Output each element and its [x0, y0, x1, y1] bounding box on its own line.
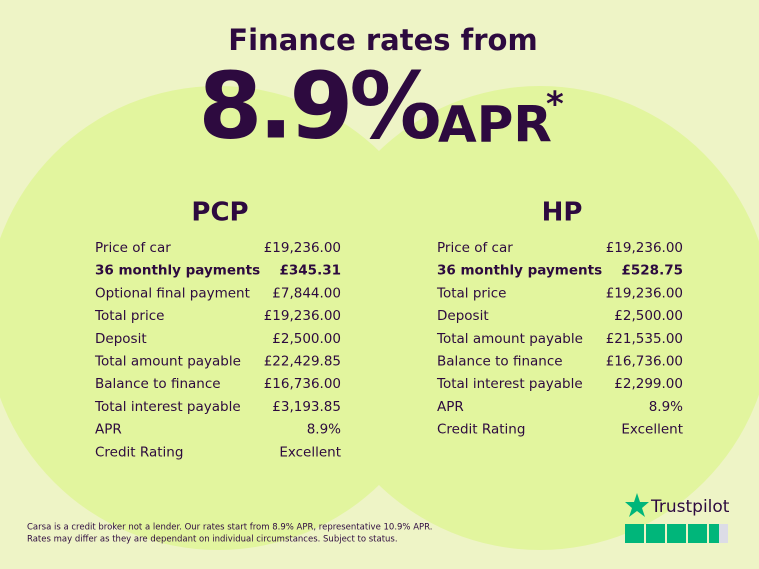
row-value: £22,429.85 [264, 354, 341, 370]
row-value: £19,236.00 [606, 240, 683, 256]
row-label: Price of car [437, 240, 513, 256]
row-label: APR [437, 399, 464, 415]
trustpilot-star [625, 493, 649, 517]
trustpilot-name: Trustpilot [650, 497, 730, 517]
row-value: £2,299.00 [614, 376, 683, 392]
star-box [667, 524, 686, 543]
row-label: Total interest payable [436, 376, 583, 392]
table-title: PCP [191, 198, 248, 228]
row-label: Credit Rating [95, 444, 183, 460]
row-value: Excellent [621, 422, 683, 438]
row-label: Total price [94, 308, 164, 324]
disclaimer: Carsa is a credit broker not a lender. O… [27, 523, 432, 533]
row-label: Total amount payable [94, 354, 241, 370]
row-label: Total price [436, 285, 506, 301]
row-value: £2,500.00 [272, 331, 341, 347]
asterisk: * [546, 85, 564, 125]
row-value: £19,236.00 [264, 240, 341, 256]
row-label: Deposit [437, 308, 489, 324]
row-label: Balance to finance [95, 376, 221, 392]
row-label: Price of car [95, 240, 171, 256]
star-box [688, 524, 707, 543]
row-value: £16,736.00 [606, 354, 683, 370]
row-label: APR [95, 422, 122, 438]
row-value: 8.9% [649, 399, 683, 415]
row-label: Credit Rating [437, 422, 525, 438]
row-value: £3,193.85 [272, 399, 341, 415]
unit: APR [438, 96, 552, 154]
row-label: Deposit [95, 331, 147, 347]
circle-right [308, 86, 759, 550]
row-label: Total amount payable [436, 331, 583, 347]
row-value: £16,736.00 [264, 376, 341, 392]
row-value: 8.9% [307, 422, 341, 438]
row-label: 36 monthly payments [95, 263, 260, 279]
table-title: HP [542, 198, 583, 228]
circle-left [0, 86, 450, 550]
rate: 8.9% [198, 52, 439, 159]
row-value: £19,236.00 [264, 308, 341, 324]
disclaimer: Rates may differ as they are dependant o… [27, 535, 398, 545]
row-value: £7,844.00 [272, 285, 341, 301]
trustpilot-rating [625, 524, 728, 543]
intro: Finance rates from [228, 23, 537, 57]
star-box [625, 524, 644, 543]
row-value: Excellent [279, 444, 341, 460]
row-value: £345.31 [280, 263, 342, 279]
row-label: Balance to finance [437, 354, 563, 370]
star-box [646, 524, 665, 543]
row-value: £21,535.00 [606, 331, 683, 347]
row-value: £19,236.00 [606, 285, 683, 301]
row-label: 36 monthly payments [437, 263, 602, 279]
row-value: £2,500.00 [614, 308, 683, 324]
row-label: Total interest payable [94, 399, 241, 415]
row-value: £528.75 [622, 263, 684, 279]
star-box-half [709, 524, 719, 543]
row-label: Optional final payment [95, 285, 250, 301]
